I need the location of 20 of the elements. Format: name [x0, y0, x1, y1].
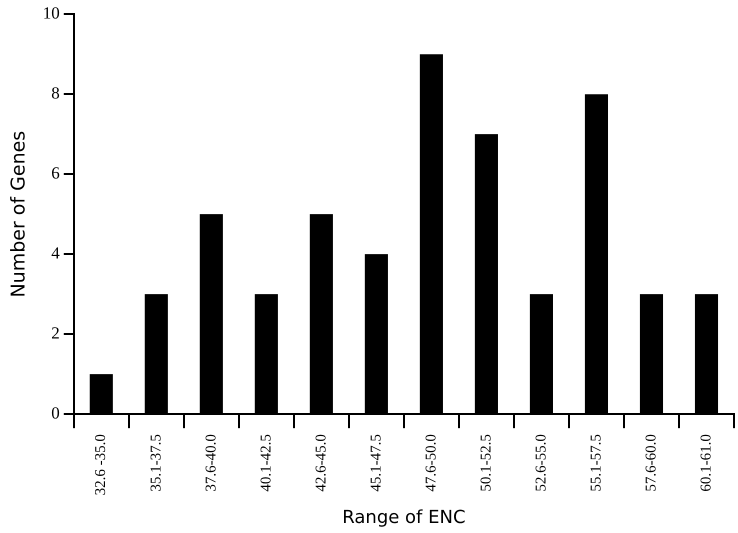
- x-tick-label: 35.1-37.5: [148, 434, 164, 492]
- x-tick-label: 55.1-57.5: [588, 434, 604, 492]
- y-axis-title: Number of Genes: [7, 130, 30, 298]
- y-tick-label: 8: [51, 84, 60, 103]
- x-tick-label: 40.1-42.5: [258, 434, 274, 492]
- y-tick-label: 2: [51, 324, 60, 343]
- y-tick-label: 6: [51, 164, 60, 183]
- x-tick-label: 45.1-47.5: [368, 434, 384, 492]
- y-tick-label: 0: [51, 404, 60, 423]
- y-tick-label: 10: [42, 4, 60, 23]
- x-tick-label: 37.6-40.0: [203, 434, 220, 492]
- x-tick-label: 60.1-61.0: [698, 434, 714, 492]
- x-tick-label: 50.1-52.5: [478, 434, 494, 492]
- x-tick-label: 47.6-50.0: [423, 434, 440, 492]
- x-tick-label: 52.6-55.0: [533, 434, 550, 492]
- y-tick-label: 4: [51, 244, 60, 263]
- x-tick-label: 57.6-60.0: [643, 434, 660, 492]
- x-axis-title: Range of ENC: [342, 506, 466, 528]
- x-tick-label: 42.6-45.0: [313, 434, 330, 492]
- x-tick-label: 32.6 -35.0: [93, 434, 110, 496]
